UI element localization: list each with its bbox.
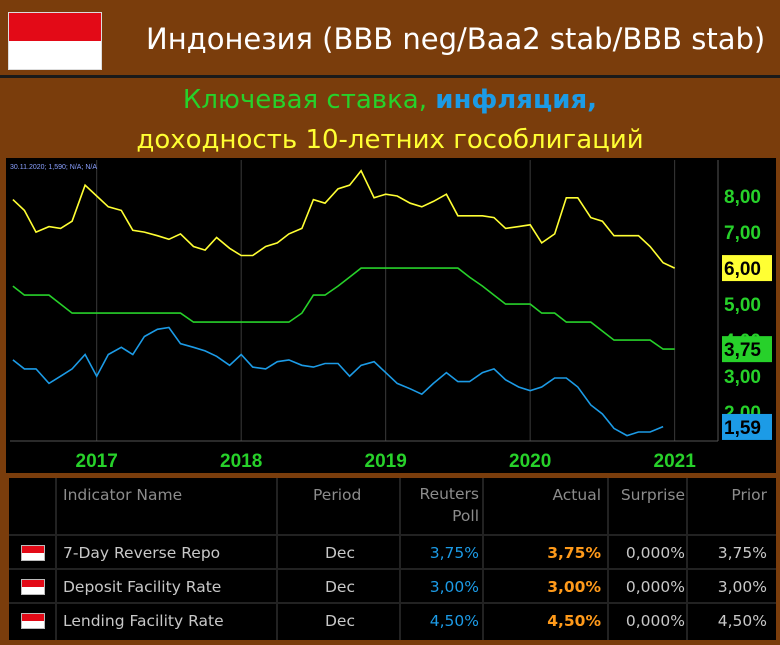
last-value-box-inflation	[722, 413, 772, 440]
prior: 3,00%	[717, 577, 767, 596]
reuters-poll: 3,75%	[429, 543, 479, 562]
indicator-name: 7-Day Reverse Repo	[63, 543, 221, 562]
actual: 3,00%	[547, 577, 601, 596]
x-tick-label: 2018	[220, 451, 262, 472]
actual: 4,50%	[547, 611, 601, 630]
chart-area: 30.11.2020; 1,590; N/A; N/A 2017 2018 2019 2…	[6, 158, 776, 473]
series-line-bond	[12, 169, 676, 269]
chart-subtitle: Ключевая ставка, инфляция, доходность 10…	[0, 80, 780, 160]
surprise: 0,000%	[625, 577, 685, 596]
indicator-name: Lending Facility Rate	[63, 611, 224, 630]
x-tick-label: 2020	[509, 451, 551, 472]
y-tick-label: 3,00	[724, 367, 761, 388]
table-header-row: Indicator Name Period Reuters Poll Actua…	[9, 478, 776, 533]
y-tick-label: 5,00	[724, 295, 761, 316]
col-period: Period	[313, 486, 362, 504]
col-surprise: Surprise	[620, 486, 685, 504]
actual: 3,75%	[547, 543, 601, 562]
period: Dec	[325, 611, 355, 630]
series-line-inflation	[12, 326, 664, 437]
surprise: 0,000%	[625, 543, 685, 562]
subtitle-bond: доходность 10-летних гособлигаций	[136, 125, 644, 155]
table-row[interactable]: Lending Facility Rate Dec 4,50% 4,50% 0,000%…	[9, 602, 776, 637]
prior: 4,50%	[717, 611, 767, 630]
col-actual: Actual	[552, 486, 601, 504]
page-title: Индонезия (BBB neg/Baa2 stab/BBB stab)	[146, 22, 766, 56]
indonesia-flag-icon	[8, 12, 102, 70]
header-divider	[0, 75, 780, 78]
col-prior: Prior	[731, 486, 767, 504]
x-tick-label: 2019	[365, 451, 407, 472]
indicator-name: Deposit Facility Rate	[63, 577, 222, 596]
reuters-poll: 4,50%	[429, 611, 479, 630]
subtitle-inflation: инфляция,	[435, 85, 598, 115]
last-value-label-inflation: 1,59	[724, 418, 761, 439]
table-row[interactable]: 7-Day Reverse Repo Dec 3,75% 3,75% 0,000% 3,7…	[9, 534, 776, 569]
last-value-box-rate	[722, 336, 772, 363]
last-value-box-bond	[722, 255, 772, 282]
period: Dec	[325, 577, 355, 596]
col-reuters-poll: Reuters Poll	[419, 485, 480, 525]
period: Dec	[325, 543, 355, 562]
reuters-poll: 3,00%	[429, 577, 479, 596]
series-line-rate	[12, 267, 675, 350]
col-indicator-name: Indicator Name	[63, 486, 183, 504]
y-tick-label: 8,00	[724, 187, 761, 208]
subtitle-rate: Ключевая ставка,	[182, 85, 428, 115]
last-value-label-rate: 3,75	[724, 340, 761, 361]
last-value-label-bond: 6,00	[724, 259, 761, 280]
surprise: 0,000%	[625, 611, 685, 630]
header: Индонезия (BBB neg/Baa2 stab/BBB stab)	[0, 0, 780, 75]
flag-icon	[21, 570, 45, 603]
table-row[interactable]: Deposit Facility Rate Dec 3,00% 3,00% 0,000%…	[9, 568, 776, 603]
flag-icon	[21, 536, 45, 569]
info-text: 30.11.2020; 1,590; N/A; N/A	[10, 164, 97, 171]
y-tick-label: 7,00	[724, 223, 761, 244]
rates-table: Indicator Name Period Reuters Poll Actua…	[9, 478, 776, 640]
flag-icon	[21, 604, 45, 637]
x-tick-label: 2021	[654, 451, 697, 472]
x-tick-label: 2017	[76, 451, 118, 472]
line-chart: 30.11.2020; 1,590; N/A; N/A 2017 2018 2019 2…	[10, 160, 772, 472]
prior: 3,75%	[717, 543, 767, 562]
